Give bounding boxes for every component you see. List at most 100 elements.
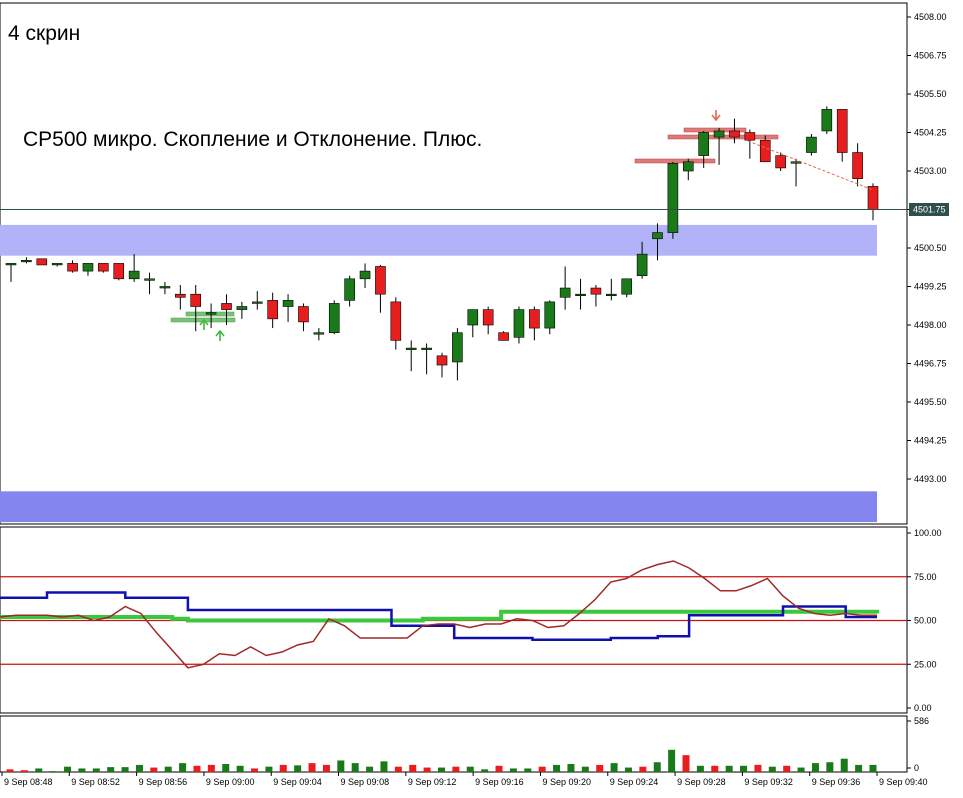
buy-arrow-icon (199, 318, 209, 330)
time-tick-label: 9 Sep 09:08 (341, 777, 390, 787)
volume-bar (279, 764, 287, 772)
volume-bar (740, 765, 748, 772)
volume-bar (423, 767, 431, 772)
candle-body (344, 278, 355, 301)
volume-layer (6, 749, 877, 772)
candle-body (852, 152, 863, 180)
volume-bar (509, 768, 517, 772)
volume-bar (811, 763, 819, 772)
candle-body (144, 278, 155, 281)
price-tick-label: 4493.00 (914, 474, 947, 484)
candle-body (113, 263, 125, 280)
volume-bar (725, 765, 733, 772)
candle-body (667, 163, 679, 233)
candle-body (744, 132, 756, 141)
price-tick-label: 4498.00 (914, 320, 947, 330)
price-tick-label: 4494.25 (914, 436, 947, 446)
volume-bar (207, 764, 215, 772)
volume-bar (610, 763, 618, 772)
oscillator-axis: 100.00 75.00 50.00 25.00 0.00 (907, 528, 942, 713)
volume-bar (236, 765, 244, 772)
volume-bar (64, 766, 72, 772)
time-tick-label: 9 Sep 08:56 (139, 777, 188, 787)
volume-bar (538, 766, 546, 772)
oscillator-series-line (0, 609, 879, 623)
oscillator-tick-label: 0.00 (914, 703, 932, 713)
candle-body (498, 332, 509, 341)
candle-body (436, 355, 448, 366)
sell-arrow-icon (711, 110, 721, 122)
volume-bar (754, 764, 762, 772)
chart-caption: СР500 микро. Скопление и Отклонение. Плю… (23, 128, 483, 151)
candle-body (636, 253, 648, 277)
volume-bar (164, 766, 172, 772)
time-tick-label: 9 Sep 09:24 (610, 777, 659, 787)
candle-body (375, 266, 386, 295)
candle-body (21, 260, 32, 263)
volume-bar (409, 764, 417, 772)
time-tick-label: 9 Sep 08:48 (4, 777, 53, 787)
lower-zone (0, 491, 877, 523)
candle-body (390, 301, 402, 341)
candle-body (205, 312, 217, 315)
candle-layer (5, 106, 879, 381)
candle-body (836, 109, 848, 153)
candle-body (575, 293, 586, 297)
candle-body (806, 136, 817, 153)
price-tick-label: 4496.75 (914, 359, 947, 369)
volume-bar (596, 764, 604, 772)
price-tick-label: 4506.75 (914, 51, 947, 61)
volume-bar (135, 764, 143, 772)
time-tick-label: 9 Sep 09:36 (812, 777, 861, 787)
volume-bar (840, 758, 848, 772)
price-tick-label: 4508.00 (914, 12, 947, 22)
upper-zone (0, 224, 877, 256)
zone-layer (0, 224, 877, 523)
volume-bar (581, 766, 589, 772)
candle-body (251, 301, 263, 304)
volume-tick-label: 0 (914, 763, 919, 773)
oscillator-series-line (0, 560, 877, 669)
volume-bar (251, 768, 259, 772)
volume-bar (394, 766, 402, 772)
candle-body (759, 139, 771, 163)
current-price-label: 4501.75 (913, 205, 946, 215)
volume-bar (35, 768, 43, 772)
volume-bar (524, 768, 532, 772)
time-tick-label: 9 Sep 09:40 (879, 777, 928, 787)
candle-body (559, 287, 571, 298)
candle-body (606, 293, 617, 297)
volume-bar (567, 764, 575, 772)
time-tick-label: 9 Sep 09:04 (273, 777, 322, 787)
volume-bar (20, 770, 28, 772)
volume-bar (553, 764, 561, 772)
price-tick-label: 4504.25 (914, 128, 947, 138)
candle-body (128, 270, 140, 280)
volume-bar (78, 768, 86, 772)
time-tick-label: 9 Sep 09:00 (206, 777, 255, 787)
candle-body (790, 161, 802, 164)
time-tick-label: 9 Sep 09:12 (408, 777, 457, 787)
candle-body (267, 300, 278, 320)
volume-bar (797, 767, 805, 772)
volume-bar (92, 768, 100, 772)
time-tick-label: 9 Sep 09:32 (744, 777, 793, 787)
candle-body (313, 332, 325, 335)
candle-body (175, 293, 186, 298)
time-axis: 9 Sep 08:48 9 Sep 08:52 9 Sep 08:56 9 Sep 0… (1, 772, 928, 787)
volume-tick-label: 586 (914, 716, 929, 726)
volume-bar (322, 764, 330, 772)
candle-body (621, 278, 633, 295)
price-tick-label: 4499.25 (914, 282, 947, 292)
volume-bar (121, 767, 129, 772)
volume-bar (624, 767, 632, 772)
oscillator-layer (0, 560, 907, 669)
oscillator-tick-label: 100.00 (914, 528, 942, 538)
volume-axis: 586 0 (907, 716, 929, 773)
time-tick-label: 9 Sep 09:16 (475, 777, 524, 787)
candle-body (190, 293, 202, 307)
volume-bar (653, 762, 661, 772)
price-tick-label: 4503.00 (914, 166, 947, 176)
